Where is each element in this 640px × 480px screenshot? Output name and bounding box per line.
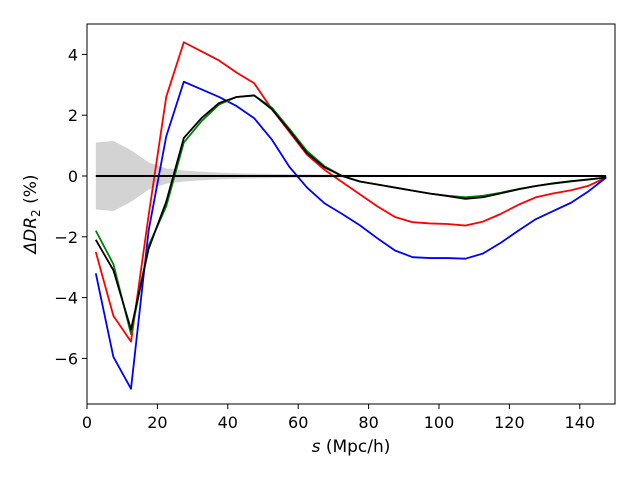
series-line-1: [94, 41, 607, 343]
series-line-4: [95, 94, 607, 331]
x-tick-label: 140: [565, 413, 596, 432]
x-tick-label: 80: [358, 413, 378, 432]
x-axis-label-unit: (Mpc/h): [320, 437, 390, 457]
x-tick-label: 20: [147, 413, 167, 432]
y-tick-label: 0: [68, 167, 78, 186]
x-axis: 0 20 40 60 80 100 120 140: [82, 404, 595, 432]
y-axis: −6 −4 −2 0 2 4: [54, 45, 87, 368]
y-tick-label: 4: [68, 45, 78, 64]
y-axis-label-unit: (%): [21, 174, 41, 209]
x-axis-label-var: s: [312, 437, 321, 457]
x-tick-label: 40: [218, 413, 238, 432]
series-line-2: [94, 80, 607, 390]
x-tick-label: 60: [288, 413, 308, 432]
y-tick-label: 2: [68, 106, 78, 125]
series-line-3: [95, 94, 607, 335]
y-tick-label: −4: [54, 289, 78, 308]
x-axis-label: s (Mpc/h): [312, 437, 391, 457]
series-layer: [94, 41, 607, 390]
x-tick-label: 120: [494, 413, 525, 432]
plot-frame: [86, 23, 616, 405]
y-tick-label: −6: [54, 349, 78, 368]
y-axis-label: ΔDR2 (%): [21, 174, 43, 255]
y-axis-label-main: ΔDR: [21, 217, 41, 256]
y-tick-label: −2: [54, 228, 78, 247]
x-tick-label: 0: [82, 413, 92, 432]
x-tick-label: 100: [424, 413, 455, 432]
y-axis-label-sub: 2: [29, 209, 43, 217]
